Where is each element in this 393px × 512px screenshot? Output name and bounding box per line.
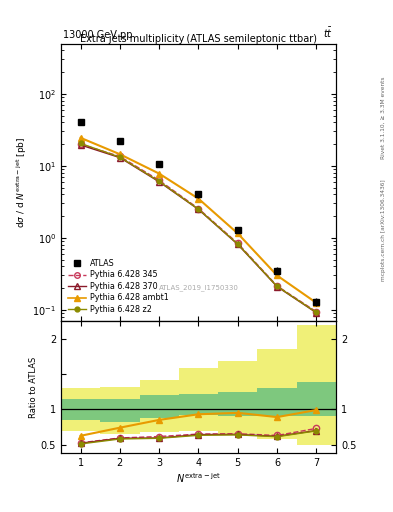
Pythia 6.428 345 — [235, 240, 240, 246]
Pythia 6.428 345 — [78, 141, 83, 147]
Pythia 6.428 345 — [196, 205, 201, 211]
Pythia 6.428 ambt1 — [275, 272, 279, 279]
Text: ATLAS_2019_I1750330: ATLAS_2019_I1750330 — [158, 284, 239, 291]
Pythia 6.428 z2 — [78, 140, 83, 146]
Pythia 6.428 ambt1 — [157, 170, 162, 177]
Pythia 6.428 ambt1 — [78, 135, 83, 141]
Text: Rivet 3.1.10, ≥ 3.3M events: Rivet 3.1.10, ≥ 3.3M events — [381, 76, 386, 159]
Title: Extra jets multiplicity (ATLAS semileptonic ttbar): Extra jets multiplicity (ATLAS semilepto… — [80, 34, 317, 44]
Pythia 6.428 z2 — [118, 154, 122, 160]
Pythia 6.428 370 — [314, 310, 319, 316]
Text: 13000 GeV pp: 13000 GeV pp — [63, 30, 132, 40]
Pythia 6.428 345 — [157, 177, 162, 183]
Pythia 6.428 z2 — [235, 241, 240, 247]
Pythia 6.428 ambt1 — [314, 300, 319, 306]
Pythia 6.428 370 — [157, 179, 162, 185]
Pythia 6.428 ambt1 — [235, 230, 240, 237]
Line: Pythia 6.428 345: Pythia 6.428 345 — [77, 141, 320, 315]
Pythia 6.428 345 — [118, 154, 122, 160]
Line: Pythia 6.428 z2: Pythia 6.428 z2 — [78, 141, 319, 315]
Line: Pythia 6.428 ambt1: Pythia 6.428 ambt1 — [77, 135, 320, 306]
Pythia 6.428 370 — [78, 142, 83, 148]
Text: $t\bar{t}$: $t\bar{t}$ — [323, 26, 333, 40]
X-axis label: $N^{\mathrm{extra-jet}}$: $N^{\mathrm{extra-jet}}$ — [176, 471, 221, 484]
Line: Pythia 6.428 370: Pythia 6.428 370 — [77, 142, 320, 316]
Pythia 6.428 z2 — [314, 309, 319, 315]
Pythia 6.428 370 — [275, 284, 279, 290]
Y-axis label: Ratio to ATLAS: Ratio to ATLAS — [29, 356, 38, 418]
Pythia 6.428 370 — [196, 206, 201, 212]
Pythia 6.428 z2 — [157, 178, 162, 184]
Pythia 6.428 z2 — [196, 206, 201, 212]
Pythia 6.428 345 — [314, 309, 319, 315]
Pythia 6.428 370 — [235, 241, 240, 247]
Text: mcplots.cern.ch [arXiv:1306.3436]: mcplots.cern.ch [arXiv:1306.3436] — [381, 180, 386, 281]
Legend: ATLAS, Pythia 6.428 345, Pythia 6.428 370, Pythia 6.428 ambt1, Pythia 6.428 z2: ATLAS, Pythia 6.428 345, Pythia 6.428 37… — [65, 256, 172, 317]
Pythia 6.428 ambt1 — [118, 151, 122, 157]
Pythia 6.428 z2 — [275, 283, 279, 289]
Pythia 6.428 ambt1 — [196, 196, 201, 202]
Pythia 6.428 345 — [275, 283, 279, 289]
Y-axis label: d$\sigma$ / d $N^{\mathrm{extra-jet}}$ [pb]: d$\sigma$ / d $N^{\mathrm{extra-jet}}$ [… — [15, 137, 29, 228]
Pythia 6.428 370 — [118, 155, 122, 161]
